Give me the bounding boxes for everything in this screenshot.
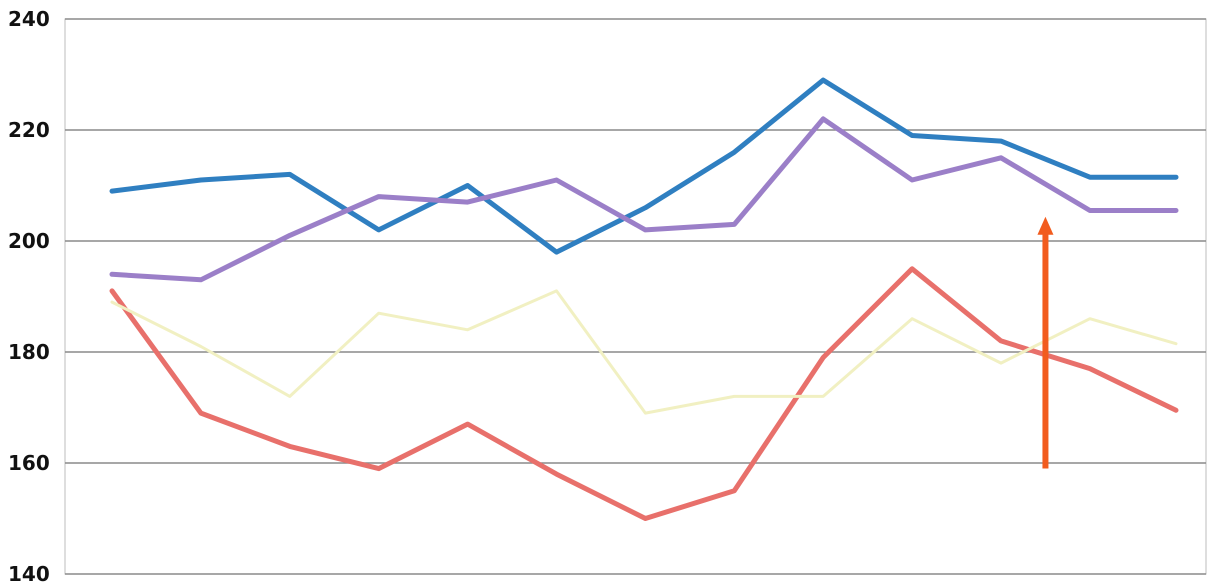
y-tick-label: 140: [8, 562, 50, 584]
y-axis-ticks: 140 160 180 200 220 240: [8, 7, 50, 584]
y-tick-label: 160: [8, 451, 50, 475]
y-tick-label: 200: [8, 229, 50, 253]
y-tick-label: 180: [8, 340, 50, 364]
series-line-2: [109, 116, 1179, 283]
gridlines: [64, 18, 1207, 575]
plot-frame: [64, 18, 1207, 575]
y-tick-label: 240: [8, 7, 50, 31]
series-lines: [109, 77, 1179, 521]
series-line-3: [109, 266, 1179, 521]
annotation-arrow-head: [1037, 216, 1054, 235]
annotations: [1037, 216, 1054, 469]
y-tick-label: 220: [8, 118, 50, 142]
